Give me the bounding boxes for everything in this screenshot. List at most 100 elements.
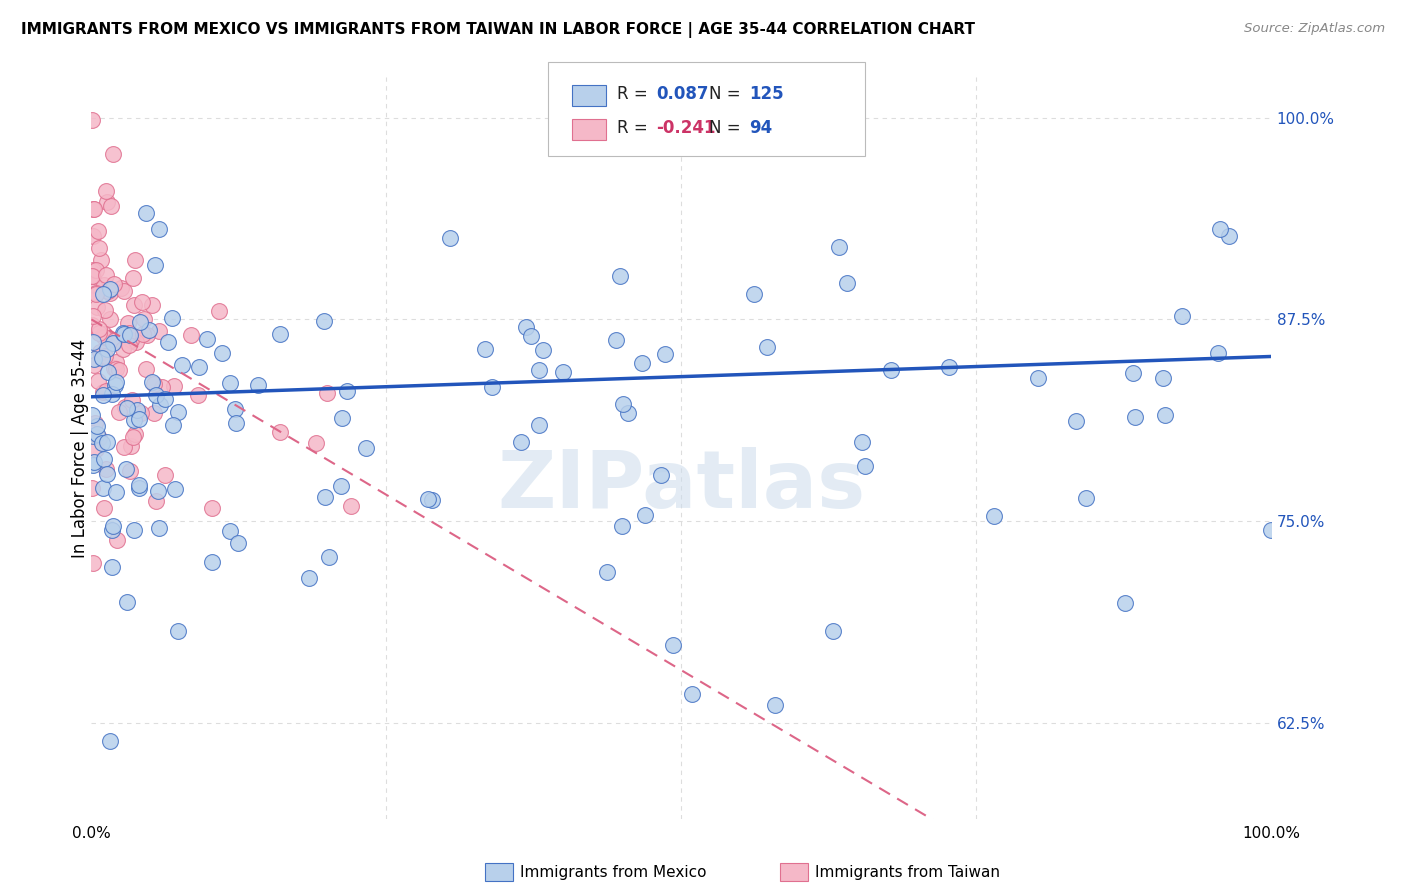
Point	[596, 566, 619, 580]
Point	[101, 523, 124, 537]
Point	[101, 519, 124, 533]
Point	[124, 427, 146, 442]
Point	[481, 380, 503, 394]
Point	[553, 365, 575, 379]
Text: R =: R =	[617, 119, 654, 136]
Point	[187, 388, 209, 402]
Point	[128, 478, 150, 492]
Point	[90, 351, 112, 365]
Point	[188, 359, 211, 374]
Point	[162, 418, 184, 433]
Point	[103, 277, 125, 291]
Point	[654, 347, 676, 361]
Point	[269, 425, 291, 439]
Point	[110, 281, 132, 295]
Point	[87, 322, 110, 336]
Point	[105, 375, 128, 389]
Point	[100, 733, 122, 747]
Point	[96, 342, 118, 356]
Point	[82, 202, 104, 216]
Point	[115, 595, 138, 609]
Point	[87, 375, 110, 389]
Point	[681, 687, 703, 701]
Point	[851, 434, 873, 449]
Point	[129, 314, 152, 328]
Point	[86, 419, 108, 434]
Point	[82, 268, 104, 283]
Point	[314, 313, 336, 327]
Point	[82, 335, 104, 350]
Point	[112, 284, 135, 298]
Point	[80, 425, 103, 440]
Point	[135, 206, 157, 220]
Point	[120, 334, 142, 348]
Point	[208, 304, 231, 318]
Point	[96, 467, 118, 482]
Point	[111, 342, 134, 356]
Point	[165, 482, 187, 496]
Point	[80, 481, 103, 495]
Point	[122, 298, 145, 312]
Point	[90, 253, 112, 268]
Point	[94, 268, 117, 282]
Point	[82, 228, 104, 243]
Point	[91, 435, 114, 450]
Point	[141, 298, 163, 312]
Point	[605, 333, 627, 347]
Point	[527, 418, 550, 433]
Point	[80, 318, 103, 333]
Text: -0.241: -0.241	[657, 119, 716, 136]
Point	[100, 560, 122, 574]
Point	[82, 263, 104, 277]
Point	[143, 258, 166, 272]
Point	[86, 426, 108, 441]
Point	[650, 468, 672, 483]
Point	[94, 303, 117, 318]
Point	[170, 359, 193, 373]
Point	[91, 384, 114, 399]
Point	[1152, 371, 1174, 385]
Point	[115, 461, 138, 475]
Point	[853, 459, 876, 474]
Point	[104, 485, 127, 500]
Point	[823, 624, 845, 639]
Point	[150, 380, 173, 394]
Point	[89, 344, 111, 359]
Point	[224, 401, 246, 416]
Text: N =: N =	[709, 85, 745, 103]
Text: IMMIGRANTS FROM MEXICO VS IMMIGRANTS FROM TAIWAN IN LABOR FORCE | AGE 35-44 CORR: IMMIGRANTS FROM MEXICO VS IMMIGRANTS FRO…	[21, 22, 976, 38]
Point	[82, 428, 104, 442]
Point	[91, 481, 114, 495]
Point	[1123, 410, 1146, 425]
Point	[105, 533, 128, 548]
Point	[163, 379, 186, 393]
Point	[84, 442, 107, 456]
Point	[107, 363, 129, 377]
Text: 0.087: 0.087	[657, 85, 709, 103]
Point	[97, 365, 120, 379]
Point	[112, 326, 135, 341]
Text: Immigrants from Mexico: Immigrants from Mexico	[520, 865, 707, 880]
Point	[336, 384, 359, 398]
Point	[114, 401, 136, 415]
Point	[439, 230, 461, 244]
Point	[82, 458, 104, 472]
Point	[201, 501, 224, 516]
Point	[83, 358, 105, 372]
Point	[87, 224, 110, 238]
Point	[86, 262, 108, 277]
Point	[112, 440, 135, 454]
Point	[269, 327, 291, 342]
Point	[879, 363, 901, 377]
Point	[104, 377, 127, 392]
Point	[91, 344, 114, 359]
Point	[104, 333, 127, 347]
Point	[112, 326, 135, 341]
Point	[755, 340, 778, 354]
Point	[120, 464, 142, 478]
Point	[153, 467, 176, 482]
Point	[127, 402, 149, 417]
Point	[128, 481, 150, 495]
Point	[316, 386, 339, 401]
Point	[515, 320, 537, 334]
